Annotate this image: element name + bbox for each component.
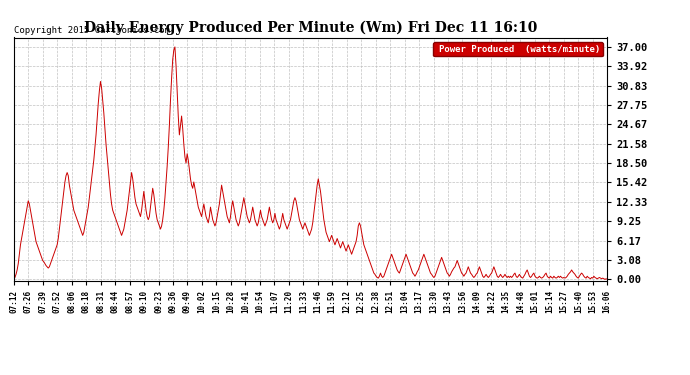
Text: Copyright 2015 Cartronics.com: Copyright 2015 Cartronics.com	[14, 26, 170, 35]
Legend: Power Produced  (watts/minute): Power Produced (watts/minute)	[433, 42, 602, 56]
Title: Daily Energy Produced Per Minute (Wm) Fri Dec 11 16:10: Daily Energy Produced Per Minute (Wm) Fr…	[83, 21, 538, 35]
